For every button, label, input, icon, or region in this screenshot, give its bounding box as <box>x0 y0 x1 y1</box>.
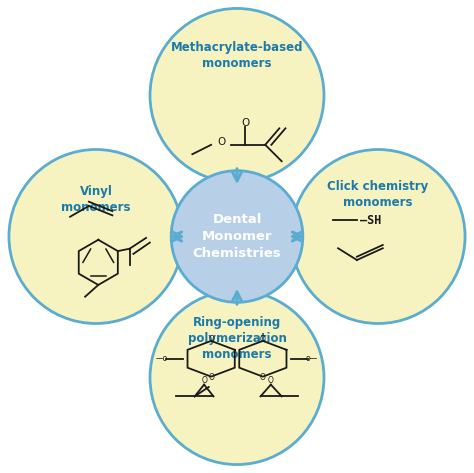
Text: Ring-opening
polymerization
monomers: Ring-opening polymerization monomers <box>188 316 286 361</box>
Text: O: O <box>260 335 266 344</box>
Text: o—: o— <box>306 354 319 363</box>
Text: Dental
Monomer
Chemistries: Dental Monomer Chemistries <box>193 213 281 260</box>
Text: O: O <box>241 118 250 128</box>
Text: O: O <box>260 373 266 382</box>
Circle shape <box>9 149 183 324</box>
Text: —o: —o <box>155 354 168 363</box>
Circle shape <box>171 171 303 302</box>
Circle shape <box>291 149 465 324</box>
Text: O: O <box>218 138 226 148</box>
Circle shape <box>150 290 324 464</box>
Text: O: O <box>208 335 214 344</box>
Text: Methacrylate-based
monomers: Methacrylate-based monomers <box>171 41 303 70</box>
Circle shape <box>150 9 324 183</box>
Text: Vinyl
monomers: Vinyl monomers <box>61 185 131 214</box>
Text: —SH: —SH <box>360 213 382 227</box>
Text: Click chemistry
monomers: Click chemistry monomers <box>328 180 428 209</box>
Text: O: O <box>208 373 214 382</box>
Text: O: O <box>268 377 274 385</box>
Text: O: O <box>201 377 207 385</box>
